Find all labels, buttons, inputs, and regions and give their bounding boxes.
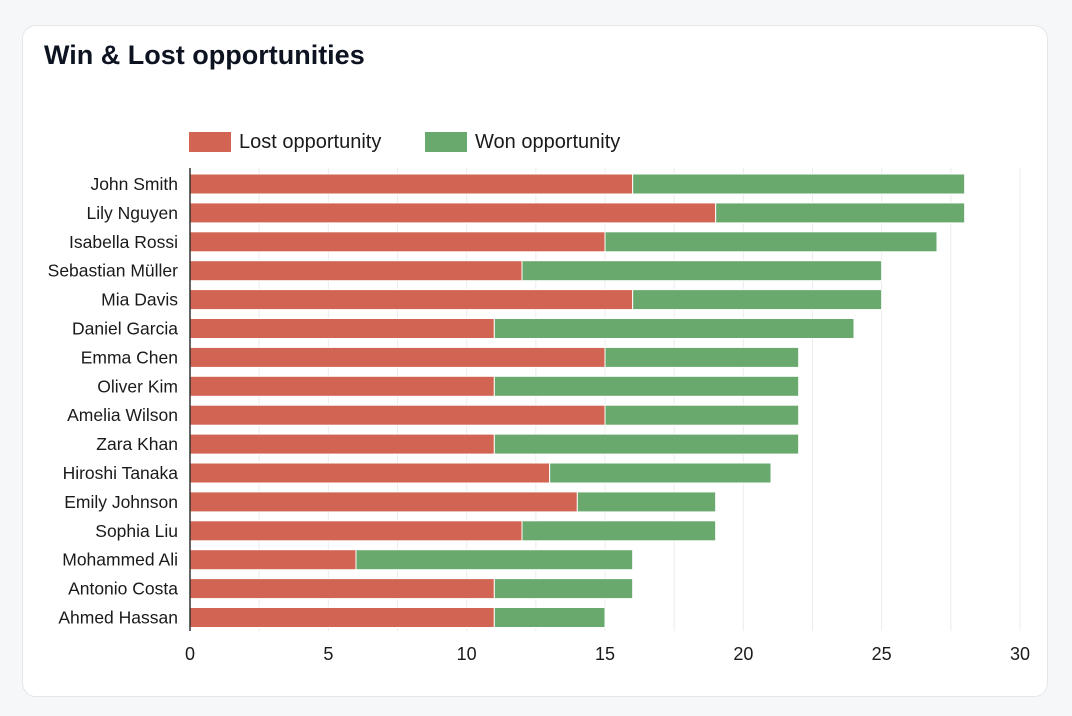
bar-lost[interactable] [189, 491, 578, 513]
bar-won[interactable] [576, 491, 717, 513]
bars [189, 173, 966, 628]
bar-lost[interactable] [189, 404, 606, 426]
bar-won[interactable] [604, 404, 800, 426]
category-label: Antonio Costa [68, 579, 178, 599]
bar-won[interactable] [632, 289, 883, 311]
bar-lost[interactable] [189, 289, 634, 311]
chart-title: Win & Lost opportunities [44, 40, 365, 70]
x-tick-label: 15 [595, 644, 615, 664]
bar-lost[interactable] [189, 462, 551, 484]
x-tick-label: 30 [1010, 644, 1030, 664]
bar-won[interactable] [632, 173, 966, 195]
bar-won[interactable] [521, 260, 883, 282]
category-label: Amelia Wilson [67, 405, 178, 425]
bar-lost[interactable] [189, 231, 606, 253]
category-label: John Smith [90, 174, 178, 194]
bar-lost[interactable] [189, 375, 495, 397]
chart-card: Win & Lost opportunities John Smith Lily … [22, 25, 1048, 697]
bar-won[interactable] [604, 231, 938, 253]
x-tick-label: 0 [185, 644, 195, 664]
bar-won[interactable] [493, 607, 606, 628]
bar-lost[interactable] [189, 520, 523, 542]
category-label: Mia Davis [101, 290, 178, 310]
bar-lost[interactable] [189, 433, 495, 455]
category-label: Hiroshi Tanaka [63, 463, 179, 483]
bar-lost[interactable] [189, 578, 495, 600]
category-label: Lily Nguyen [87, 203, 178, 223]
category-label: Sophia Liu [95, 521, 178, 541]
x-tick-label: 10 [457, 644, 477, 664]
bar-won[interactable] [355, 549, 634, 571]
bar-lost[interactable] [189, 202, 717, 224]
bar-lost[interactable] [189, 173, 634, 195]
legend: Lost opportunity Won opportunity [189, 131, 620, 153]
category-label: Mohammed Ali [62, 550, 178, 570]
bar-won[interactable] [604, 346, 800, 368]
legend-swatch-won[interactable] [425, 132, 467, 152]
legend-swatch-lost[interactable] [189, 132, 231, 152]
bar-lost[interactable] [189, 549, 357, 571]
category-label: Zara Khan [96, 434, 178, 454]
category-label: Isabella Rossi [69, 232, 178, 252]
category-label: Sebastian Müller [48, 261, 179, 281]
stacked-bar-chart: John Smith Lily Nguyen Isabella Rossi Sebas… [48, 131, 1030, 664]
legend-label-won[interactable]: Won opportunity [475, 131, 620, 153]
x-tick-label: 25 [872, 644, 892, 664]
category-label: Ahmed Hassan [58, 608, 178, 628]
category-label: Daniel Garcia [72, 319, 178, 339]
x-tick-label: 5 [323, 644, 333, 664]
bar-won[interactable] [493, 433, 800, 455]
category-label: Oliver Kim [97, 376, 178, 396]
category-label: Emily Johnson [64, 492, 178, 512]
legend-label-lost[interactable]: Lost opportunity [239, 131, 381, 153]
bar-won[interactable] [521, 520, 717, 542]
x-axis: 0 5 10 15 20 25 30 [185, 644, 1030, 664]
bar-won[interactable] [715, 202, 966, 224]
bar-won[interactable] [493, 375, 800, 397]
bar-won[interactable] [493, 318, 855, 339]
bar-won[interactable] [549, 462, 772, 484]
bar-won[interactable] [493, 578, 634, 600]
bar-lost[interactable] [189, 607, 495, 628]
category-label: Emma Chen [81, 347, 178, 367]
x-tick-label: 20 [733, 644, 753, 664]
bar-lost[interactable] [189, 260, 523, 282]
bar-lost[interactable] [189, 318, 495, 339]
bar-lost[interactable] [189, 346, 606, 368]
